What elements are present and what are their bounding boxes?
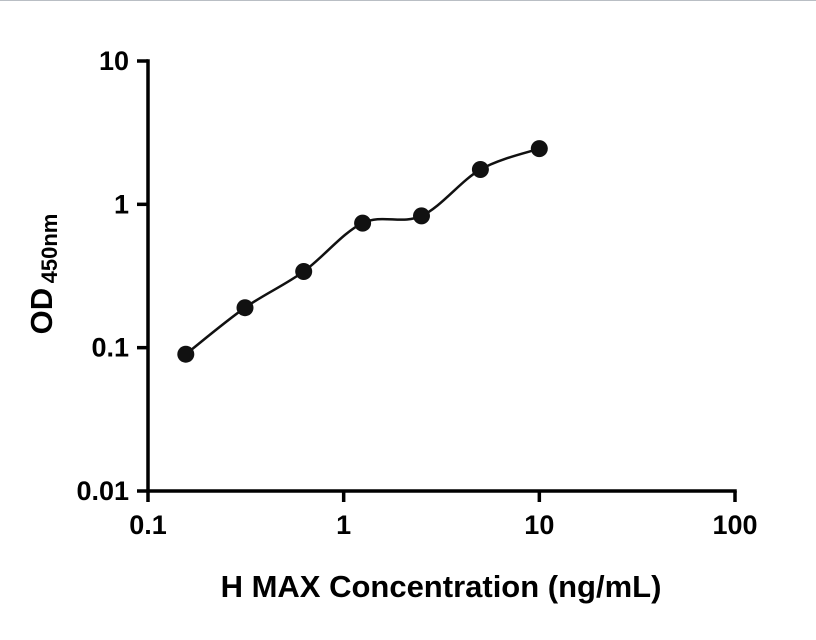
x-axis-title: H MAX Concentration (ng/mL) [221, 569, 662, 604]
data-point-marker [295, 263, 313, 280]
data-point-marker [236, 299, 254, 317]
y-axis-tick-label: 0.01 [76, 476, 129, 506]
x-axis-tick-label: 0.1 [129, 510, 167, 540]
data-point-marker [530, 140, 548, 158]
y-axis-title: OD 450nm [24, 214, 62, 335]
y-axis-title-sub: 450nm [37, 214, 62, 284]
y-axis-tick-label: 1 [114, 189, 129, 219]
y-axis-title-main: OD [24, 288, 59, 335]
y-axis-tick-label: 10 [99, 46, 129, 76]
y-axis-tick-label: 0.1 [91, 333, 129, 363]
x-axis-tick-label: 1 [336, 510, 351, 540]
data-point-marker [413, 207, 430, 225]
x-axis-tick-label: 100 [712, 510, 757, 540]
data-point-marker [471, 161, 489, 178]
data-point-marker [354, 214, 372, 232]
x-axis-tick-label: 10 [524, 510, 554, 540]
data-point-marker [177, 345, 195, 363]
